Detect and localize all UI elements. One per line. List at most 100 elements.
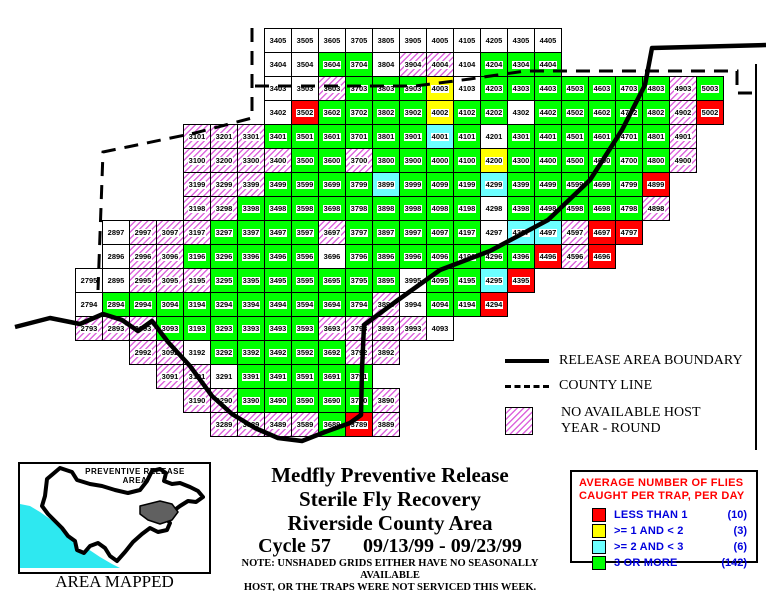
- grid-cell-3895: 3895: [372, 268, 400, 293]
- grid-cell-label: 3602: [322, 107, 342, 117]
- grid-cell-3199: 3199: [183, 172, 211, 197]
- grid-cell-3394: 3394: [237, 292, 265, 317]
- grid-cell-4094: 4094: [426, 292, 454, 317]
- grid-cell-label: 3503: [296, 83, 314, 93]
- grid-cell-3596: 3596: [291, 244, 319, 269]
- grid-cell-3290: 3290: [210, 388, 238, 413]
- grid-cell-label: 3296: [214, 251, 234, 261]
- grid-cell-label: 4501: [565, 131, 585, 141]
- grid-cell-label: 3291: [215, 371, 233, 381]
- grid-cell-4195: 4195: [453, 268, 481, 293]
- grid-cell-label: 2992: [133, 347, 153, 357]
- grid-cell-3598: 3598: [291, 196, 319, 221]
- grid-cell-3403: 3403: [264, 76, 292, 101]
- grid-cell-3299: 3299: [210, 172, 238, 197]
- fly-legend-title-line2: CAUGHT PER TRAP, PER DAY: [579, 490, 745, 502]
- grid-cell-label: 4903: [673, 83, 693, 93]
- grid-cell-3601: 3601: [318, 124, 346, 149]
- grid-cell-label: 4300: [511, 155, 531, 165]
- grid-cell-label: 4297: [485, 227, 503, 237]
- date-range: 09/13/99 - 09/23/99: [362, 535, 522, 557]
- grid-cell-3793: 3793: [345, 316, 373, 341]
- grid-cell-3201: 3201: [210, 124, 238, 149]
- grid-cell-label: 4400: [538, 155, 558, 165]
- grid-cell-label: 4301: [511, 131, 531, 141]
- grid-cell-3091: 3091: [156, 364, 184, 389]
- grid-cell-3094: 3094: [156, 292, 184, 317]
- grid-cell-3789: 3789: [345, 412, 373, 437]
- grid-cell-4596: 4596: [561, 244, 589, 269]
- note-line1: NOTE: UNSHADED GRIDS EITHER HAVE NO SEAS…: [241, 558, 539, 581]
- grid-cell-4802: 4802: [642, 100, 670, 125]
- recovery-grid-map: 3405 3505 3605 3705 3805 3905 4005 4105 4205 4305…: [14, 28, 766, 450]
- grid-cell-label: 4101: [457, 131, 477, 141]
- grid-cell-label: 3905: [404, 35, 422, 45]
- grid-cell-label: 4201: [485, 131, 503, 141]
- grid-cell-label: 3600: [322, 155, 342, 165]
- grid-cell-3902: 3902: [399, 100, 427, 125]
- grid-cell-3504: 3504: [291, 52, 319, 77]
- grid-cell-label: 3392: [241, 347, 261, 357]
- grid-cell-label: 3695: [322, 275, 342, 285]
- grid-cell-2897: 2897: [102, 220, 130, 245]
- dashed-line-sample: [505, 384, 549, 388]
- grid-cell-label: 4799: [619, 179, 639, 189]
- grid-cell-2994: 2994: [129, 292, 157, 317]
- grid-cell-label: 4202: [484, 107, 504, 117]
- grid-cell-3901: 3901: [399, 124, 427, 149]
- grid-cell-3289: 3289: [210, 412, 238, 437]
- grid-cell-4400: 4400: [534, 148, 562, 173]
- grid-cell-3491: 3491: [264, 364, 292, 389]
- grid-cell-4297: 4297: [480, 220, 508, 245]
- grid-cell-4498: 4498: [534, 196, 562, 221]
- grid-cell-label: 3796: [349, 251, 369, 261]
- color-swatch: [592, 508, 606, 522]
- grid-cell-4294: 4294: [480, 292, 508, 317]
- grid-cell-3197: 3197: [183, 220, 211, 245]
- grid-cell-3597: 3597: [291, 220, 319, 245]
- grid-cell-label: 3795: [349, 275, 369, 285]
- grid-cell-label: 3701: [349, 131, 369, 141]
- grid-cell-label: 3803: [376, 83, 396, 93]
- grid-cell-label: 3094: [160, 299, 180, 309]
- grid-cell-3096: 3096: [156, 244, 184, 269]
- grid-cell-label: 3692: [322, 347, 342, 357]
- grid-cell-label: 2994: [133, 299, 153, 309]
- grid-cell-4295: 4295: [480, 268, 508, 293]
- grid-cell-3695: 3695: [318, 268, 346, 293]
- grid-cell-label: 4199: [457, 179, 477, 189]
- grid-cell-4903: 4903: [669, 76, 697, 101]
- grid-cell-label: 4103: [458, 83, 476, 93]
- grid-cell-4404: 4404: [534, 52, 562, 77]
- grid-cell-label: 2793: [79, 323, 99, 333]
- grid-cell-4401: 4401: [534, 124, 562, 149]
- grid-cell-3395: 3395: [237, 268, 265, 293]
- grid-cell-label: 4197: [457, 227, 477, 237]
- grid-cell-label: 3395: [241, 275, 261, 285]
- grid-cell-label: 3691: [322, 371, 342, 381]
- grid-cell-label: 3192: [188, 347, 206, 357]
- fly-legend-count: (3): [733, 525, 747, 537]
- grid-cell-3903: 3903: [399, 76, 427, 101]
- grid-cell-label: 3790: [349, 395, 369, 405]
- grid-cell-3801: 3801: [372, 124, 400, 149]
- grid-cell-label: 4094: [430, 299, 450, 309]
- grid-cell-4597: 4597: [561, 220, 589, 245]
- grid-cell-label: 4005: [431, 35, 449, 45]
- grid-cell-3993: 3993: [399, 316, 427, 341]
- grid-cell-label: 3400: [268, 155, 288, 165]
- grid-cell-4305: 4305: [507, 28, 535, 53]
- grid-cell-label: 4205: [485, 35, 503, 45]
- grid-cell-4102: 4102: [453, 100, 481, 125]
- grid-cell-3702: 3702: [345, 100, 373, 125]
- grid-cell-3192: 3192: [183, 340, 211, 365]
- grid-cell-3900: 3900: [399, 148, 427, 173]
- grid-cell-4405: 4405: [534, 28, 562, 53]
- grid-cell-4004: 4004: [426, 52, 454, 77]
- grid-cell-label: 3596: [295, 251, 315, 261]
- grid-cell-label: 3495: [268, 275, 288, 285]
- grid-cell-label: 3700: [349, 155, 369, 165]
- grid-cell-label: 3800: [376, 155, 396, 165]
- grid-cell-label: 4798: [619, 203, 639, 213]
- grid-cell-label: 3892: [376, 347, 396, 357]
